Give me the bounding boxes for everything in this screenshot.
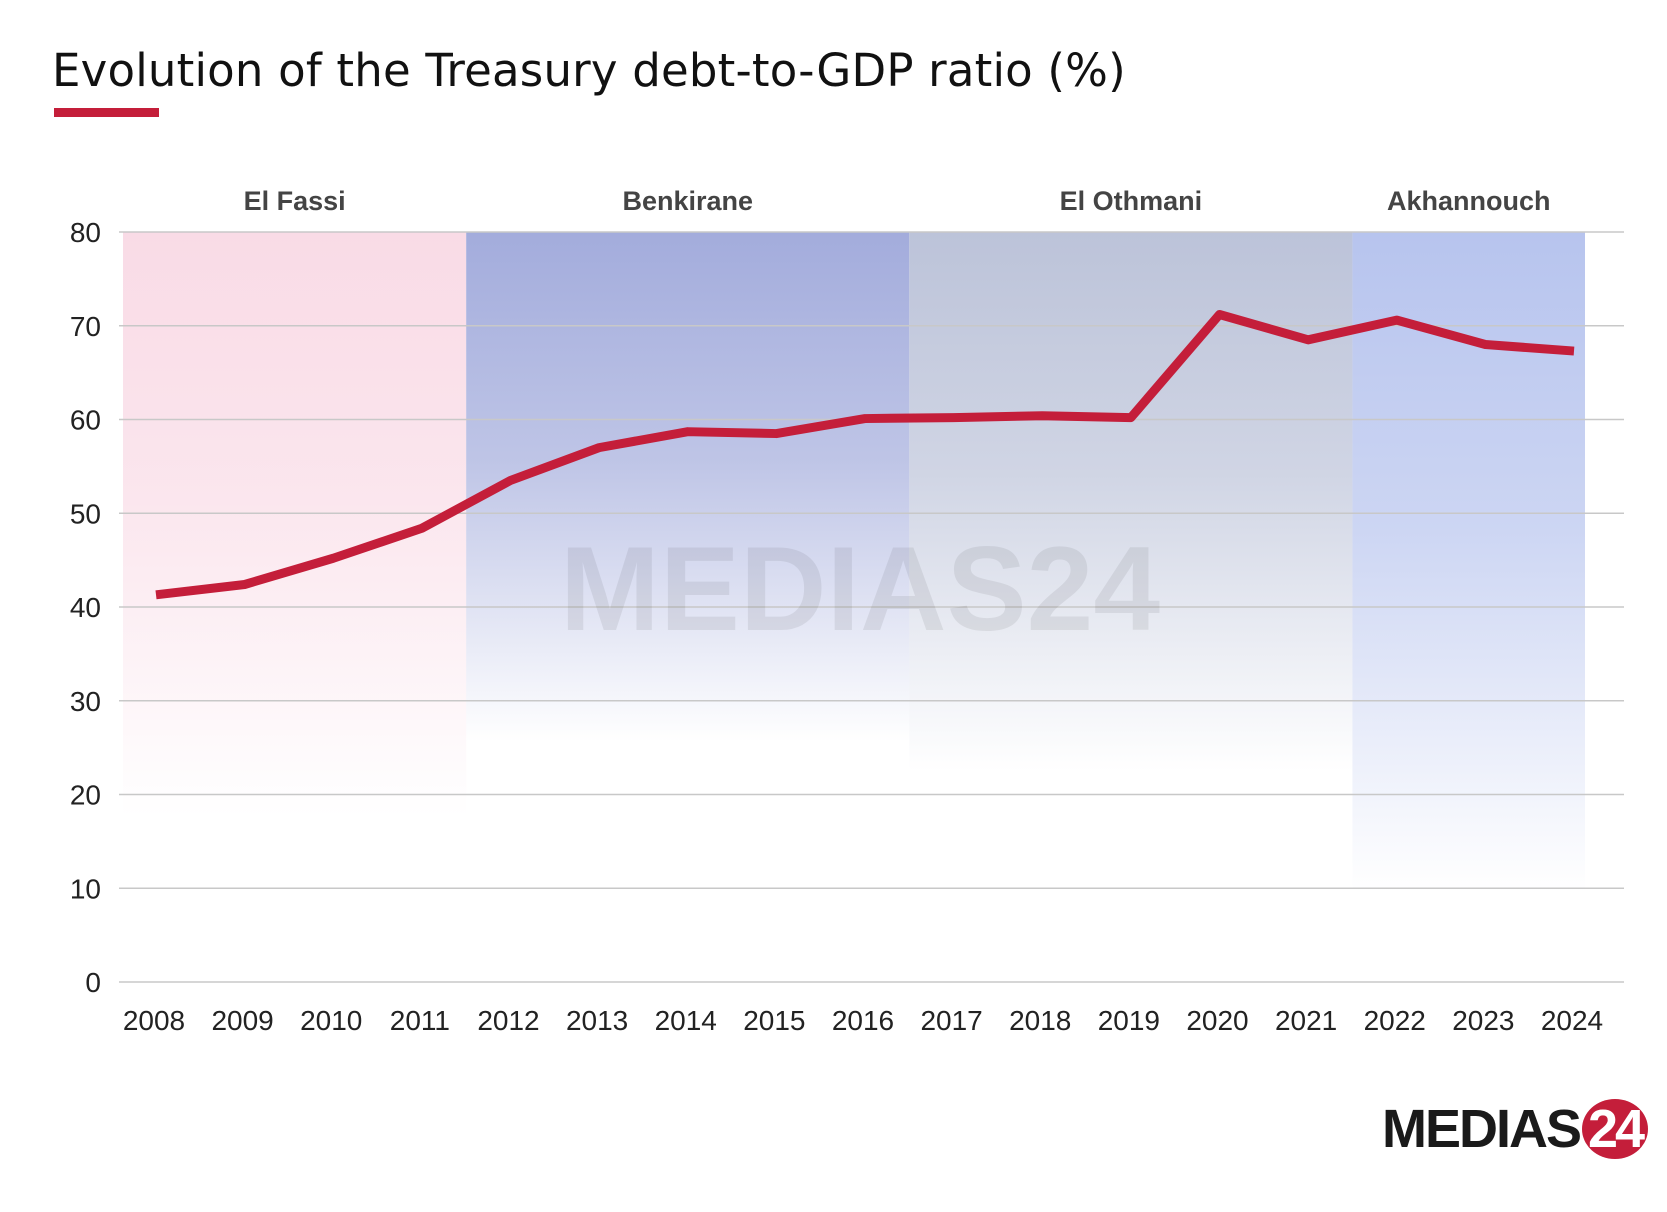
medias24-logo: MEDIAS 24 <box>1382 1098 1649 1160</box>
period-label: Akhannouch <box>1387 186 1551 216</box>
y-tick-label: 70 <box>70 311 101 342</box>
x-tick-label: 2014 <box>655 1005 717 1036</box>
x-tick-label: 2018 <box>1009 1005 1071 1036</box>
y-tick-label: 60 <box>70 405 101 436</box>
y-tick-label: 20 <box>70 780 101 811</box>
logo-number: 24 <box>1582 1099 1649 1159</box>
x-tick-label: 2015 <box>743 1005 805 1036</box>
x-tick-label: 2023 <box>1452 1005 1514 1036</box>
y-tick-label: 80 <box>70 217 101 248</box>
x-tick-label: 2008 <box>123 1005 185 1036</box>
x-tick-label: 2016 <box>832 1005 894 1036</box>
y-tick-label: 40 <box>70 592 101 623</box>
chart-title: Evolution of the Treasury debt-to-GDP ra… <box>52 44 1126 97</box>
watermark: MEDIAS24 <box>560 522 1160 656</box>
x-tick-label: 2011 <box>390 1005 450 1036</box>
x-tick-label: 2019 <box>1098 1005 1160 1036</box>
x-tick-label: 2012 <box>477 1005 539 1036</box>
y-tick-label: 0 <box>85 967 101 998</box>
period-label: El Fassi <box>244 186 346 216</box>
title-underline <box>54 108 159 117</box>
x-tick-label: 2010 <box>300 1005 362 1036</box>
series <box>155 310 1575 600</box>
period-label: Benkirane <box>622 186 753 216</box>
y-tick-label: 50 <box>70 498 101 529</box>
x-tick-label: 2022 <box>1364 1005 1426 1036</box>
logo-text: MEDIAS <box>1382 1099 1582 1159</box>
x-tick-label: 2009 <box>211 1005 273 1036</box>
y-tick-label: 10 <box>70 873 101 904</box>
x-tick-label: 2024 <box>1541 1005 1603 1036</box>
period-label: El Othmani <box>1060 186 1203 216</box>
x-tick-label: 2020 <box>1186 1005 1248 1036</box>
x-tick-label: 2021 <box>1275 1005 1337 1036</box>
x-axis-ticks: 2008 2009 2010 2011 2012 2013 2014 2015 2016 2017… <box>123 1005 1603 1036</box>
x-tick-label: 2017 <box>920 1005 982 1036</box>
y-tick-label: 30 <box>70 686 101 717</box>
x-tick-label: 2013 <box>566 1005 628 1036</box>
